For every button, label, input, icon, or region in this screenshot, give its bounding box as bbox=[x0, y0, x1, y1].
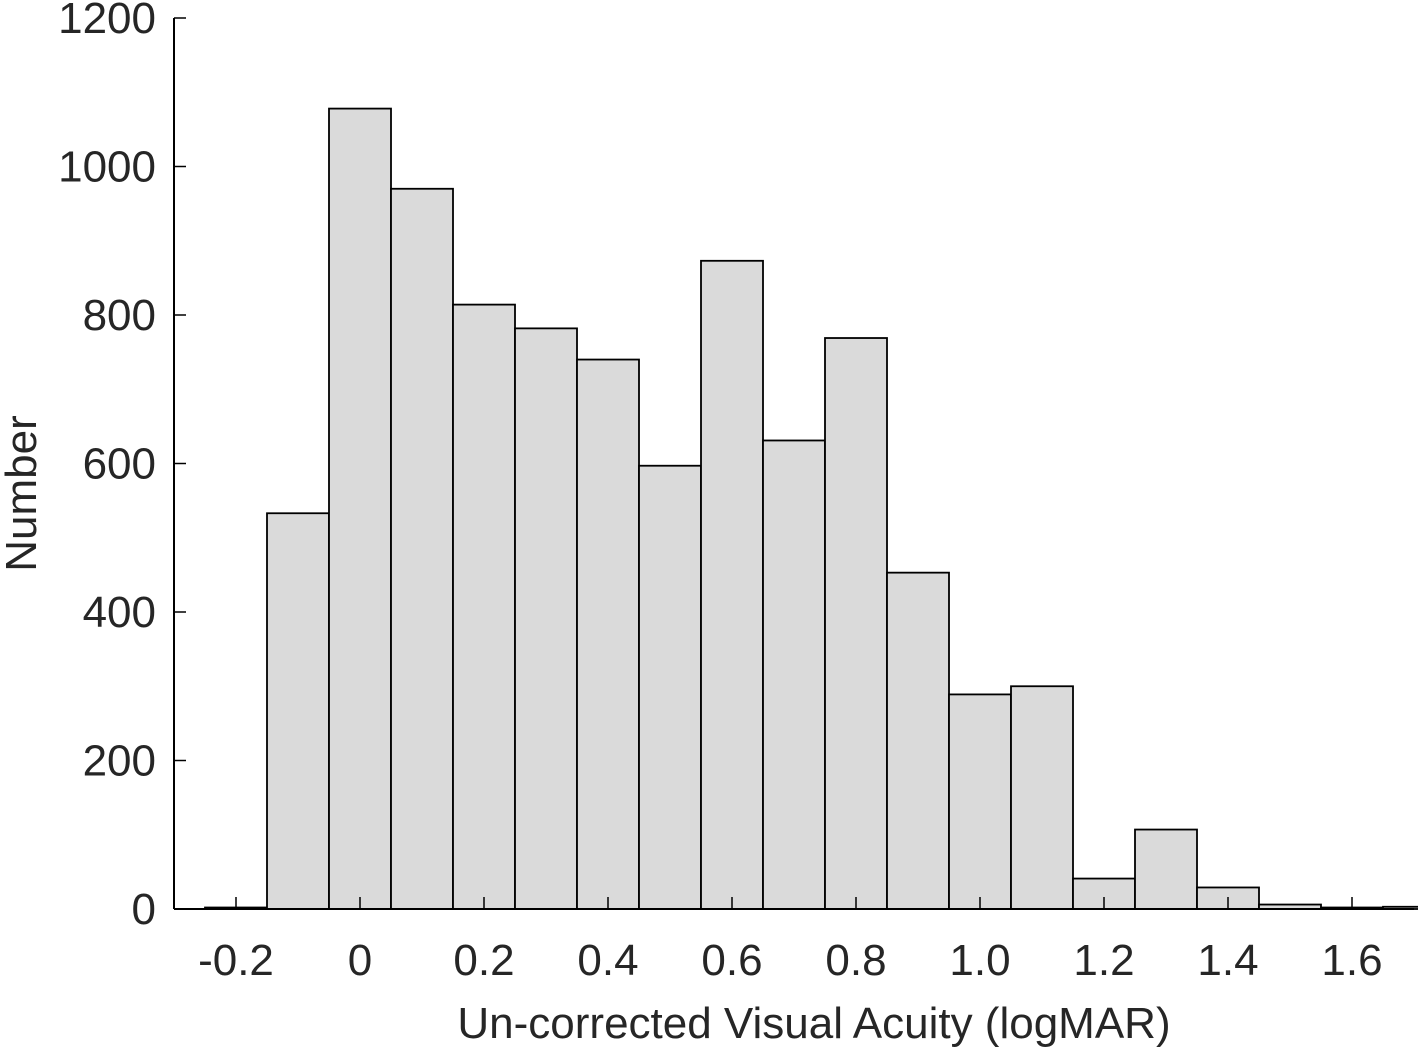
histogram-bar bbox=[1010, 685, 1074, 910]
y-tick-label: 0 bbox=[132, 885, 156, 934]
x-tick-label: 1.2 bbox=[1073, 936, 1134, 985]
x-tick-label: 1.4 bbox=[1197, 936, 1258, 985]
y-tick-label: 200 bbox=[83, 737, 156, 786]
x-tick-label: 1.0 bbox=[949, 936, 1010, 985]
y-tick-label: 400 bbox=[83, 588, 156, 637]
histogram-bar bbox=[824, 337, 888, 910]
y-ticks-layer: 0 200 400 600 800 1000 1200 bbox=[58, 0, 186, 934]
x-tick-label: 0 bbox=[348, 936, 372, 985]
x-tick-label: 0.8 bbox=[825, 936, 886, 985]
x-tick-label: 0.2 bbox=[453, 936, 514, 985]
y-tick-label: 1200 bbox=[58, 0, 156, 43]
histogram-bar bbox=[390, 187, 454, 910]
y-axis-label: Number bbox=[0, 415, 46, 572]
y-tick-label: 800 bbox=[83, 291, 156, 340]
x-axis-label: Un-corrected Visual Acuity (logMAR) bbox=[457, 999, 1170, 1048]
histogram-bar bbox=[1134, 828, 1198, 910]
histogram-bar bbox=[886, 571, 950, 910]
x-ticks-layer: -0.2 0 0.2 0.4 0.6 0.8 1.0 1.2 1.4 1.6 bbox=[198, 897, 1383, 985]
x-tick-label: -0.2 bbox=[198, 936, 274, 985]
y-tick-label: 1000 bbox=[58, 143, 156, 192]
histogram-bar bbox=[266, 512, 330, 910]
x-tick-label: 1.6 bbox=[1321, 936, 1382, 985]
histogram-bar bbox=[452, 303, 516, 910]
histogram-bar bbox=[948, 693, 1012, 910]
histogram-bar bbox=[700, 259, 764, 910]
bars-layer bbox=[204, 107, 1418, 910]
histogram-bar bbox=[762, 439, 826, 910]
histogram-bar bbox=[514, 327, 578, 910]
histogram-bar bbox=[576, 358, 640, 910]
x-tick-label: 0.4 bbox=[577, 936, 638, 985]
x-tick-label: 0.6 bbox=[701, 936, 762, 985]
y-tick-label: 600 bbox=[83, 440, 156, 489]
histogram-bar bbox=[638, 464, 702, 910]
histogram-bar bbox=[328, 107, 392, 910]
